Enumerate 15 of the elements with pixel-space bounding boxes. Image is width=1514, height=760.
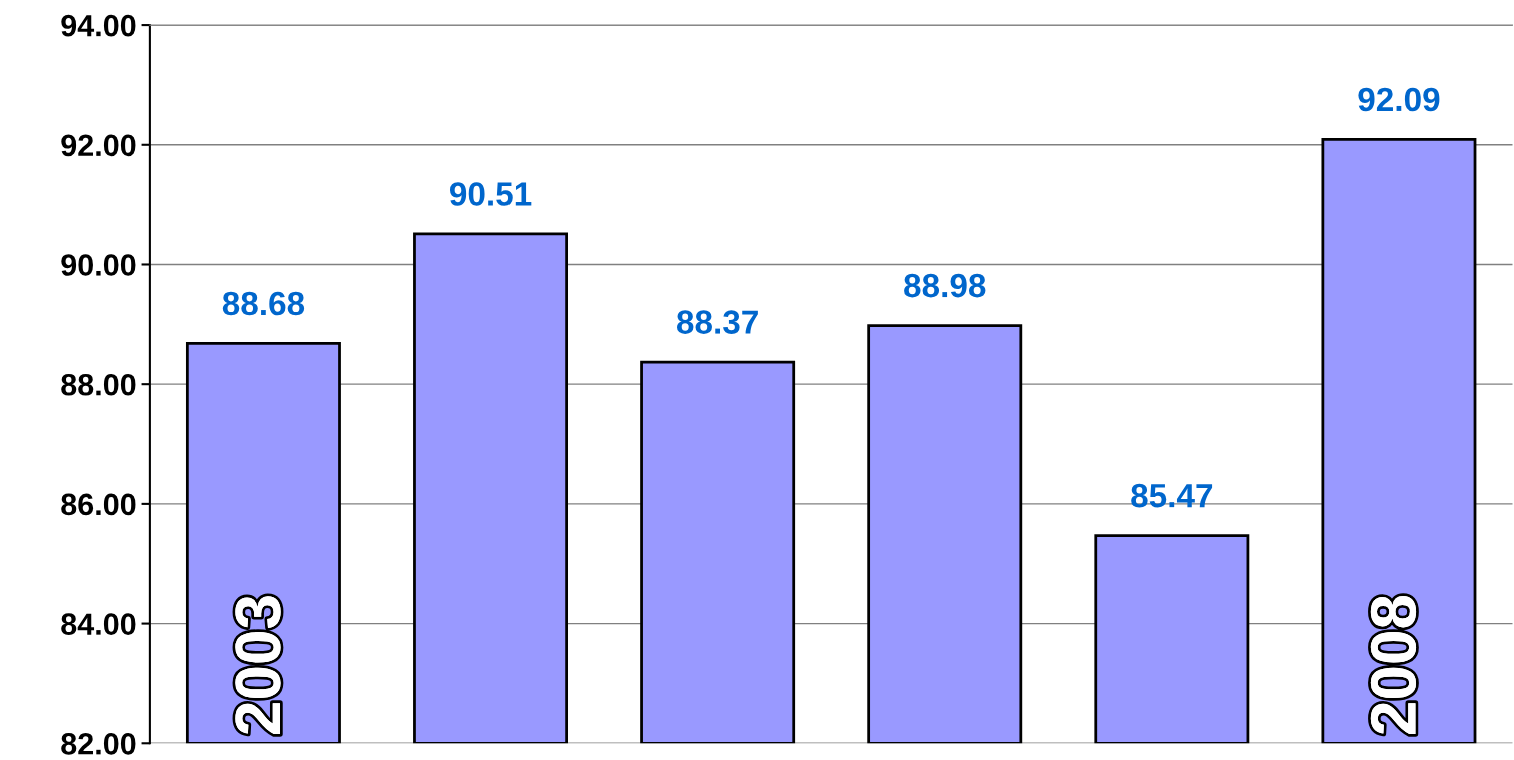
y-tick-label: 88.00 bbox=[61, 373, 136, 396]
x-tick-label: 2008 bbox=[1370, 595, 1417, 734]
x-tick-label: 2003 bbox=[235, 596, 281, 734]
data-label: 92.09 bbox=[1358, 87, 1440, 112]
y-tick-label: 84.00 bbox=[61, 613, 136, 635]
data-label: 90.51 bbox=[449, 182, 532, 206]
y-tick-label: 90.00 bbox=[61, 254, 136, 276]
y-tick-label: 82.00 bbox=[61, 733, 136, 755]
data-label: 88.98 bbox=[904, 273, 986, 298]
data-label: 88.37 bbox=[676, 310, 758, 334]
y-tick-label: 92.00 bbox=[61, 134, 136, 157]
y-tick-label: 94.00 bbox=[61, 14, 136, 37]
data-label: 85.47 bbox=[1131, 483, 1213, 508]
y-tick-label: 86.00 bbox=[61, 493, 136, 516]
data-label: 88.68 bbox=[222, 291, 305, 316]
